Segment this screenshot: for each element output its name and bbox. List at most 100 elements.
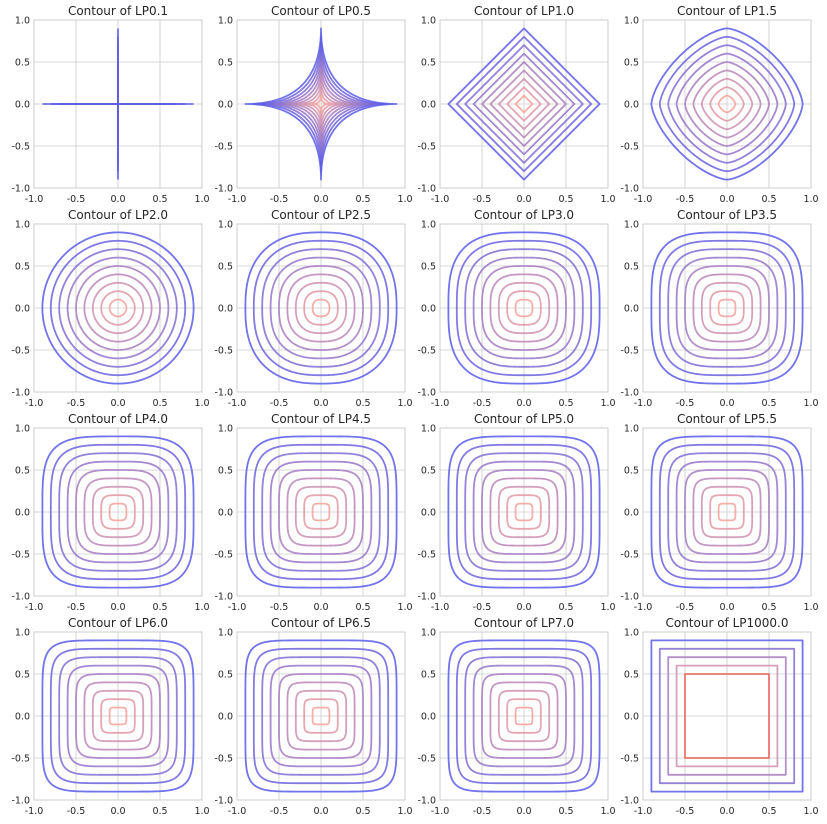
y-tick-label: -0.5 [620,754,639,765]
x-tick-label: -1.0 [431,398,450,409]
contour-line-level-0.8 [658,35,796,173]
y-tick-label: 1.0 [624,220,639,231]
contour-line-level-0.5 [75,673,161,759]
panel-title: Contour of LP3.0 [474,208,574,222]
contour-line-level-0.7 [261,248,381,368]
contour-line-level-0.9 [41,435,195,589]
y-tick-label: 0.0 [15,304,30,315]
x-tick-label: 1.0 [803,398,818,409]
y-tick-label: -0.5 [620,142,639,153]
x-tick-label: 0.5 [558,194,573,205]
y-tick-label: 1.0 [15,16,30,27]
plot-frame [642,223,812,393]
x-tick-label: 0.5 [761,602,776,613]
plot-frame [236,631,406,801]
y-tick-label: 0.0 [218,508,233,519]
contour-line-level-0.4 [489,273,559,343]
x-tick-label: 0.0 [719,398,734,409]
y-tick-label: 1.0 [218,628,233,639]
panel-3: -1.0 -0.5 0.0 0.5 1.0 1.0 0.5 0.0 -0.5 -1.0 Contou… [620,4,818,205]
contour-line-level-0.2 [709,290,745,326]
contour-line-level-0.1 [717,94,737,114]
y-tick-label: 0.0 [421,304,436,315]
x-tick-label: 0.0 [313,194,328,205]
contour-line-level-0.8 [252,443,390,581]
contour-line-level-0.1 [514,298,534,318]
contour-line-level-0.8 [455,35,593,173]
y-tick-label: -0.5 [417,754,436,765]
contour-line-level-0.2 [506,698,542,734]
contour-line-level-0.2 [100,290,136,326]
y-tick-label: 0.5 [624,670,639,681]
y-tick-label: 0.5 [421,58,436,69]
x-tick-label: 0.5 [558,806,573,817]
y-tick-label: 0.0 [624,712,639,723]
panel-6: -1.0 -0.5 0.0 0.5 1.0 1.0 0.5 0.0 -0.5 -1.0 Contou… [417,208,615,409]
x-tick-label: 0.0 [719,806,734,817]
x-tick-label: 0.5 [152,602,167,613]
contour-line-level-0.9 [244,231,398,385]
y-tick-label: -1.0 [417,592,436,603]
y-tick-label: -0.5 [11,142,30,153]
panel-title: Contour of LP4.5 [271,412,371,426]
contour-line-level-0.9 [447,231,601,385]
y-tick-label: 0.0 [218,304,233,315]
contour-line-level-0.3 [294,281,348,335]
contour-line-level-0.3 [91,689,145,743]
panel-13: -1.0 -0.5 0.0 0.5 1.0 1.0 0.5 0.0 -0.5 -1.0 Contou… [214,616,412,817]
x-tick-label: -1.0 [25,398,44,409]
contour-line-level-0.9 [244,435,398,589]
contour-line-level-0.5 [481,61,567,147]
panel-0: -1.0 -0.5 0.0 0.5 1.0 1.0 0.5 0.0 -0.5 -1.0 Contou… [11,4,209,205]
contour-line-level-0.1 [311,706,331,726]
panel-1: -1.0 -0.5 0.0 0.5 1.0 1.0 0.5 0.0 -0.5 -1.0 Contou… [214,4,412,205]
contour-line-level-0.2 [100,698,136,734]
plot-frame [642,19,812,189]
contour-line-level-0.3 [497,77,551,131]
x-tick-label: -1.0 [228,602,247,613]
contour-line-level-0.7 [58,452,178,572]
contour-line-level-0.7 [464,452,584,572]
contour-line-level-0.2 [100,494,136,530]
y-tick-label: -1.0 [620,388,639,399]
contour-line-level-0.5 [278,265,364,351]
y-tick-label: -1.0 [417,388,436,399]
y-tick-label: 1.0 [15,220,30,231]
contour-line-level-0.9 [650,231,804,385]
x-tick-label: -0.5 [270,398,289,409]
panel-9: -1.0 -0.5 0.0 0.5 1.0 1.0 0.5 0.0 -0.5 -1.0 Contou… [214,412,412,613]
y-tick-label: -0.5 [11,346,30,357]
y-tick-label: 1.0 [624,16,639,27]
x-tick-label: 1.0 [600,398,615,409]
contour-line-level-0.7 [261,656,381,776]
y-tick-label: -1.0 [11,796,30,807]
y-tick-label: 1.0 [421,16,436,27]
x-tick-label: 1.0 [194,194,209,205]
contour-line-level-0.1 [514,94,534,114]
contour-line-level-0.8 [252,239,390,377]
contour-line-level-0.3 [700,485,754,539]
x-tick-label: 0.0 [516,398,531,409]
x-tick-label: -0.5 [473,806,492,817]
y-tick-label: 0.5 [15,58,30,69]
contour-line-level-0.2 [303,494,339,530]
plot-frame [236,223,406,393]
panel-title: Contour of LP0.1 [68,4,168,18]
contour-line-level-0.4 [286,273,356,343]
contour-line-level-0.9 [41,639,195,793]
x-tick-label: -1.0 [634,602,653,613]
contour-line-level-0.7 [464,248,584,368]
x-tick-label: -0.5 [473,194,492,205]
plot-frame [33,19,203,189]
contour-line-level-0.6 [472,256,576,360]
x-tick-label: 1.0 [803,602,818,613]
plot-frame [439,427,609,597]
panel-5: -1.0 -0.5 0.0 0.5 1.0 1.0 0.5 0.0 -0.5 -1.0 Contou… [214,208,412,409]
contour-line-level-0.6 [66,664,170,768]
x-tick-label: -0.5 [67,602,86,613]
contour-line-level-0.6 [66,460,170,564]
contour-line-level-0.1 [514,706,534,726]
x-tick-label: 0.5 [558,398,573,409]
contour-line-level-0.4 [286,477,356,547]
